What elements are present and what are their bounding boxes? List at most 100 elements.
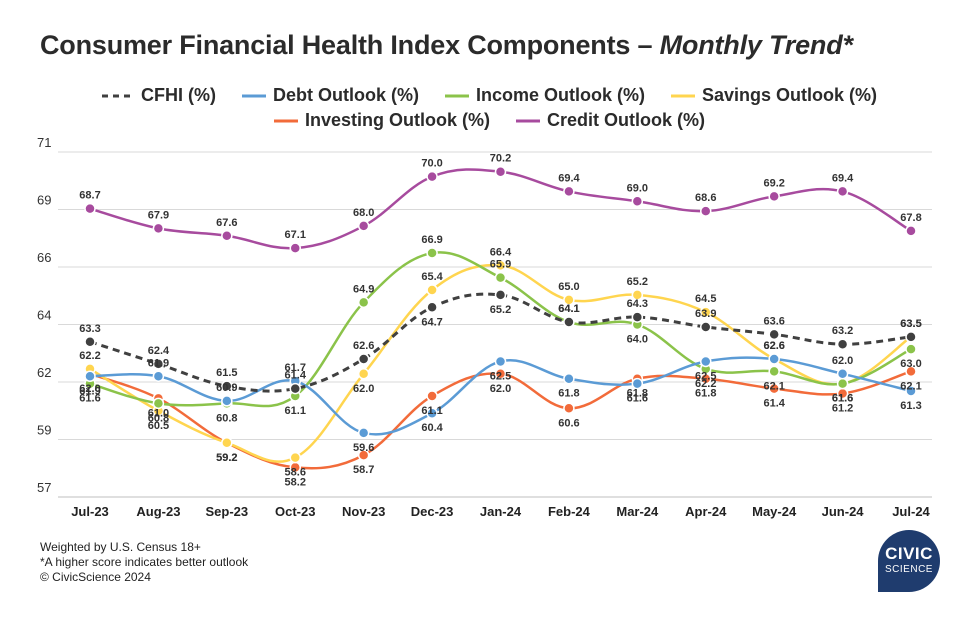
data-point-credit bbox=[289, 242, 301, 254]
x-tick-label: Sep-23 bbox=[206, 504, 249, 519]
data-label-income: 61.6 bbox=[79, 393, 100, 405]
data-label-debt: 62.5 bbox=[695, 370, 716, 382]
data-label-cfhi: 61.5 bbox=[216, 367, 237, 379]
data-label-savings: 62.0 bbox=[353, 383, 374, 395]
data-label-debt: 62.5 bbox=[490, 370, 511, 382]
data-label-savings: 64.5 bbox=[695, 293, 716, 305]
data-point-debt bbox=[221, 395, 233, 407]
data-point-credit bbox=[494, 165, 507, 178]
y-tick-label: 71 bbox=[37, 135, 51, 150]
footnote: Weighted by U.S. Census 18+ *A higher sc… bbox=[40, 540, 248, 585]
legend-item-debt: Debt Outlook (%) bbox=[241, 85, 419, 106]
data-label-credit: 67.6 bbox=[216, 217, 237, 229]
data-point-cfhi bbox=[357, 353, 370, 365]
data-label-credit: 69.4 bbox=[832, 172, 854, 184]
data-label-debt: 62.0 bbox=[832, 355, 853, 367]
data-label-credit: 69.0 bbox=[627, 182, 648, 194]
legend-label-debt: Debt Outlook (%) bbox=[272, 85, 419, 105]
x-tick-label: Jul-24 bbox=[892, 504, 930, 519]
data-point-savings bbox=[221, 437, 233, 449]
data-point-debt bbox=[905, 385, 917, 397]
legend-swatch-investing bbox=[273, 119, 298, 123]
y-tick-label: 64 bbox=[37, 308, 51, 323]
series-line-credit bbox=[89, 168, 912, 250]
data-label-cfhi: 63.5 bbox=[900, 318, 921, 330]
data-label-cfhi: 63.9 bbox=[695, 308, 716, 320]
data-point-credit bbox=[836, 185, 849, 198]
footnote-weighting: Weighted by U.S. Census 18+ bbox=[40, 540, 201, 554]
data-point-savings bbox=[357, 368, 370, 380]
data-point-cfhi bbox=[631, 311, 644, 323]
data-point-investing bbox=[494, 368, 507, 380]
data-point-savings bbox=[700, 306, 712, 318]
data-label-savings: 59.2 bbox=[216, 452, 237, 464]
data-label-investing: 61.4 bbox=[763, 398, 785, 410]
data-point-cfhi bbox=[563, 316, 575, 328]
chart-title-main: Consumer Financial Health Index Componen… bbox=[40, 30, 653, 60]
data-label-credit: 67.8 bbox=[900, 212, 921, 224]
data-label-investing: 61.8 bbox=[695, 388, 716, 400]
data-point-income bbox=[768, 365, 780, 378]
data-label-income: 63.0 bbox=[900, 358, 921, 370]
data-point-debt bbox=[700, 355, 712, 368]
data-point-debt bbox=[631, 377, 644, 390]
chart-title: Consumer Financial Health Index Componen… bbox=[40, 30, 853, 61]
data-label-credit: 68.7 bbox=[79, 190, 100, 202]
data-point-debt bbox=[152, 370, 165, 382]
y-tick-label: 62 bbox=[37, 365, 51, 380]
data-label-income: 64.1 bbox=[558, 303, 579, 315]
data-point-debt bbox=[494, 355, 507, 368]
data-label-cfhi: 63.3 bbox=[79, 323, 100, 335]
data-label-income: 64.9 bbox=[353, 283, 374, 295]
data-label-cfhi: 65.2 bbox=[490, 304, 511, 316]
data-label-income: 60.8 bbox=[216, 412, 237, 424]
data-point-cfhi bbox=[836, 338, 849, 350]
data-point-savings bbox=[631, 289, 644, 301]
data-point-debt bbox=[84, 370, 96, 382]
legend-row-2: Investing Outlook (%) Credit Outlook (%) bbox=[0, 110, 978, 131]
data-label-debt: 60.9 bbox=[216, 382, 237, 394]
data-label-cfhi: 64.1 bbox=[558, 303, 579, 315]
data-label-debt: 61.6 bbox=[627, 393, 648, 405]
data-point-debt bbox=[836, 368, 849, 380]
data-label-investing: 58.7 bbox=[353, 464, 374, 476]
data-label-investing: 61.0 bbox=[148, 407, 169, 419]
data-point-credit bbox=[631, 195, 644, 208]
legend-label-income: Income Outlook (%) bbox=[475, 85, 645, 105]
data-point-savings bbox=[289, 451, 301, 464]
legend-label-credit: Credit Outlook (%) bbox=[547, 110, 706, 130]
footnote-copyright: © CivicScience 2024 bbox=[40, 570, 151, 584]
data-point-income bbox=[426, 247, 438, 259]
data-label-debt: 61.9 bbox=[79, 385, 100, 397]
data-point-cfhi bbox=[221, 380, 233, 392]
legend-swatch-income bbox=[444, 94, 469, 98]
y-tick-label: 57 bbox=[37, 480, 51, 495]
data-label-cfhi: 64.7 bbox=[421, 316, 442, 328]
data-label-investing: 60.6 bbox=[558, 417, 579, 429]
x-tick-label: Jul-23 bbox=[71, 504, 109, 519]
civicscience-logo: CIVIC SCIENCE bbox=[878, 530, 940, 592]
x-tick-label: Dec-23 bbox=[411, 504, 454, 519]
data-point-investing bbox=[426, 390, 438, 402]
data-label-income: 60.8 bbox=[148, 412, 169, 424]
data-label-credit: 69.4 bbox=[558, 172, 580, 184]
data-point-debt bbox=[563, 372, 575, 385]
legend-swatch-cfhi bbox=[101, 94, 134, 98]
data-point-credit bbox=[152, 222, 165, 235]
data-label-credit: 68.6 bbox=[695, 192, 716, 204]
data-point-investing bbox=[905, 365, 917, 378]
data-label-savings: 63.5 bbox=[900, 318, 921, 330]
x-tick-label: Feb-24 bbox=[548, 504, 591, 519]
x-tick-label: Nov-23 bbox=[342, 504, 385, 519]
data-label-savings: 61.6 bbox=[832, 393, 853, 405]
data-point-income bbox=[357, 296, 370, 309]
data-point-cfhi bbox=[768, 328, 780, 341]
data-label-cfhi: 63.2 bbox=[832, 325, 853, 337]
data-label-investing: 61.2 bbox=[832, 403, 853, 415]
data-label-cfhi: 62.6 bbox=[353, 340, 374, 352]
data-label-investing: 62.0 bbox=[490, 383, 511, 395]
data-point-income bbox=[152, 397, 165, 410]
data-point-debt bbox=[426, 407, 438, 419]
data-point-cfhi bbox=[905, 331, 917, 343]
chart-title-sub: Monthly Trend* bbox=[659, 30, 853, 60]
